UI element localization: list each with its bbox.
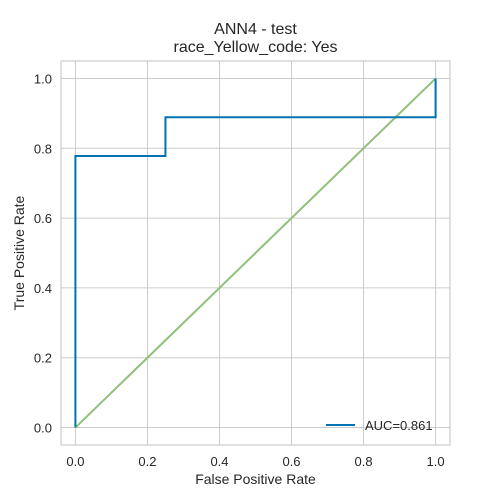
y-tick-label: 0.6 [34, 211, 52, 226]
series-layer [74, 77, 437, 429]
y-tick-label: 1.0 [34, 71, 52, 86]
chart-subtitle: race_Yellow_code: Yes [174, 39, 338, 56]
x-tick-label: 0.2 [138, 454, 156, 469]
plot-frame [60, 60, 451, 446]
roc-curve-line [74, 78, 437, 428]
x-axis-ticks: 0.0 0.2 0.4 0.6 0.8 1.0 [66, 454, 444, 469]
legend: AUC=0.861 [326, 418, 433, 433]
y-tick-label: 0.2 [34, 351, 52, 366]
grid [61, 61, 450, 445]
chance-diagonal-line [74, 77, 437, 429]
y-tick-label: 0.0 [34, 421, 52, 436]
chart-title: ANN4 - test [214, 21, 297, 38]
legend-label-auc: AUC=0.861 [365, 418, 433, 433]
y-tick-label: 0.8 [34, 141, 52, 156]
x-tick-label: 1.0 [427, 454, 445, 469]
y-tick-label: 0.4 [34, 281, 52, 296]
x-tick-label: 0.6 [282, 454, 300, 469]
x-tick-label: 0.0 [66, 454, 84, 469]
x-tick-label: 0.8 [355, 454, 373, 469]
y-axis-label: True Positive Rate [11, 195, 27, 310]
x-axis-label: False Positive Rate [195, 471, 316, 487]
y-axis-ticks: 0.0 0.2 0.4 0.6 0.8 1.0 [34, 71, 52, 435]
x-tick-label: 0.4 [210, 454, 228, 469]
